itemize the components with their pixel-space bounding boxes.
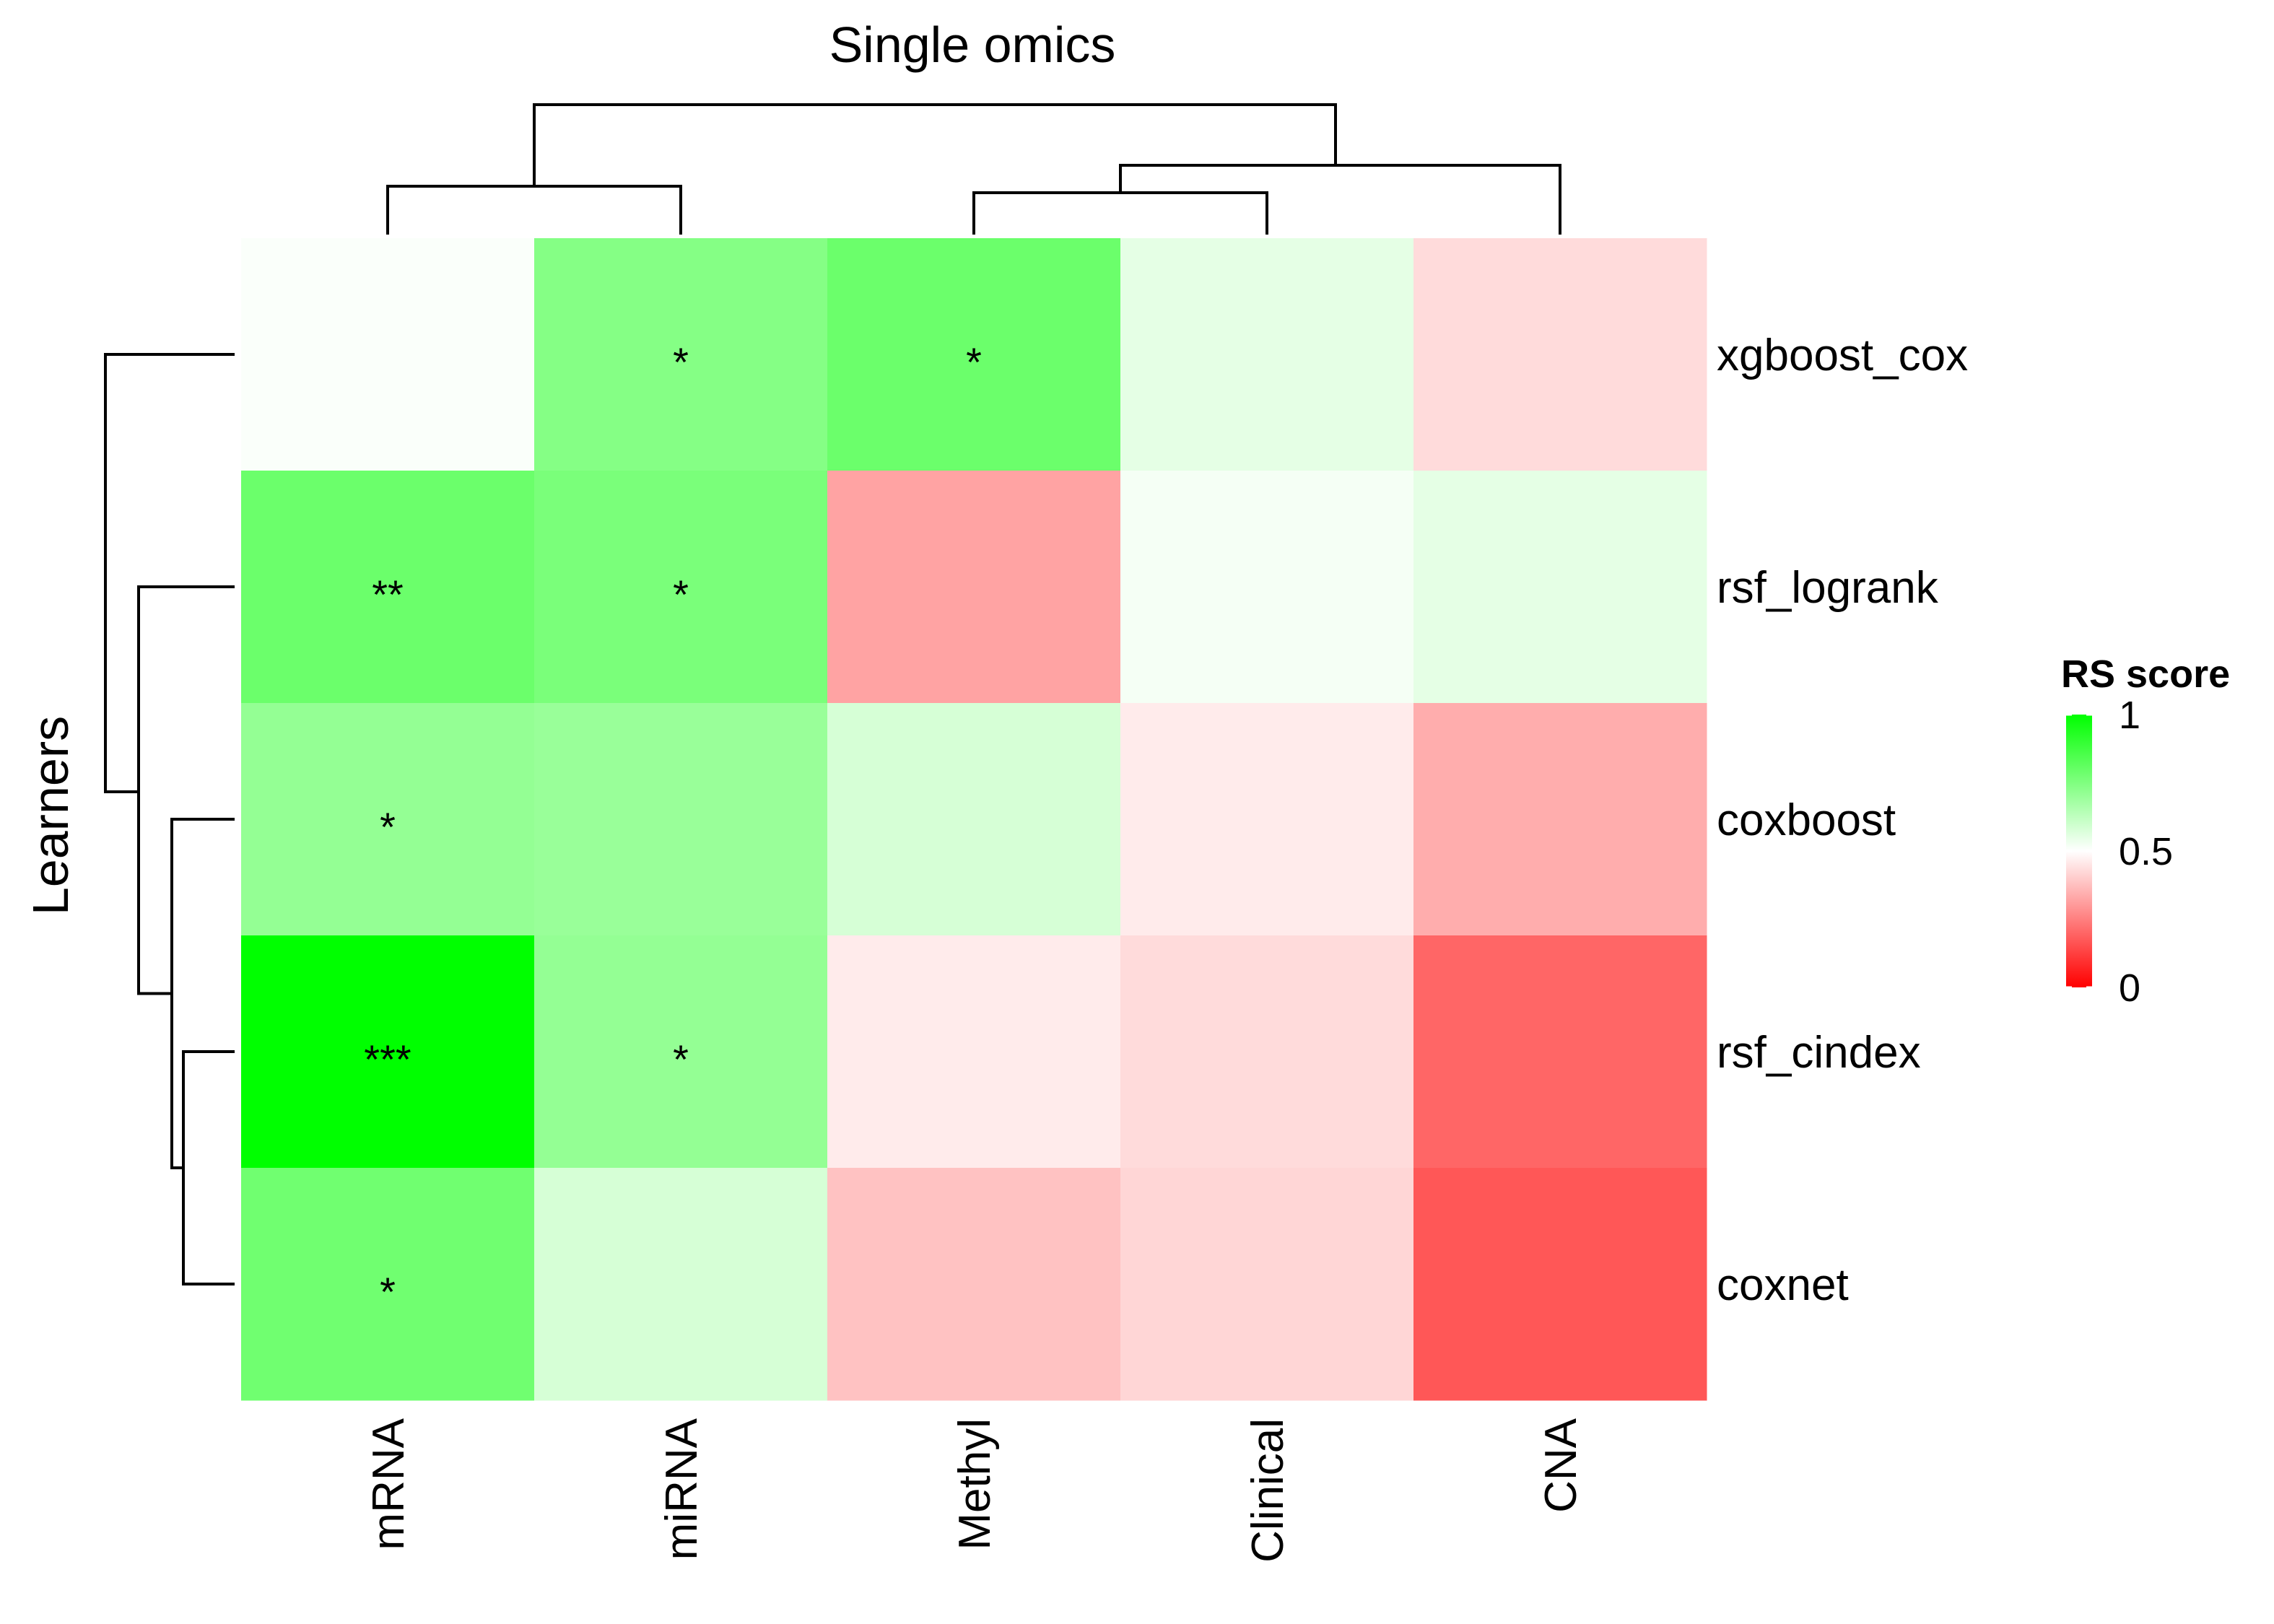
row-label: rsf_logrank [1717, 563, 1939, 613]
heatmap-cell [1120, 935, 1414, 1169]
heatmap-cell [1413, 238, 1707, 471]
heatmap-cell [241, 935, 535, 1169]
heatmap-cells: * *** ***** ** [241, 238, 1707, 1401]
significance-label: * [673, 1036, 689, 1082]
color-legend: RS score 00.51 [2061, 652, 2230, 1010]
significance-label: *** [364, 1036, 411, 1082]
column-label: Clinical [1243, 1418, 1293, 1563]
dendrogram-branch [1119, 164, 1561, 235]
significance-label: * [380, 804, 396, 850]
dendrogram-branch [170, 818, 235, 1169]
significance-label: * [673, 572, 689, 617]
legend-title: RS score [2061, 652, 2230, 696]
column-label: mRNA [364, 1418, 414, 1550]
heatmap-cell [534, 1168, 828, 1401]
row-label: xgboost_cox [1717, 331, 1968, 380]
significance-label: * [966, 339, 982, 385]
row-label: coxboost [1717, 795, 1896, 845]
column-dendrogram [386, 103, 1561, 235]
heatmap-cell [241, 238, 535, 471]
heatmap-cell [1413, 471, 1707, 704]
heatmap-cell [534, 703, 828, 936]
dendrogram-branch [182, 1050, 235, 1285]
heatmap-cell [534, 471, 828, 704]
heatmap-cell [827, 935, 1121, 1169]
row-label: rsf_cindex [1717, 1028, 1921, 1078]
dendrogram-branch [104, 353, 235, 793]
heatmap-cell [1413, 1168, 1707, 1401]
significance-label: * [673, 339, 689, 385]
heatmap-cell [1413, 935, 1707, 1169]
legend-ticks: 00.51 [2066, 694, 2173, 1010]
heatmap-cell [534, 238, 828, 471]
chart-title: Single omics [829, 17, 1116, 73]
heatmap-cell [241, 703, 535, 936]
dendrogram-branch [137, 585, 235, 995]
column-labels: mRNA miRNA Methyl Clinical CNA [364, 1418, 1586, 1562]
heatmap-cell [1120, 471, 1414, 704]
dendrogram-branch [533, 103, 1337, 186]
significance-label: * [380, 1269, 396, 1314]
column-label: CNA [1536, 1418, 1586, 1513]
dendrogram-branch [972, 191, 1268, 235]
heatmap-cell [827, 1168, 1121, 1401]
row-label: coxnet [1717, 1260, 1849, 1310]
heatmap-cell [827, 703, 1121, 936]
legend-tick-label: 1 [2119, 694, 2140, 737]
significance-label: ** [372, 572, 404, 617]
column-label: miRNA [657, 1418, 707, 1560]
heatmap-cell [1413, 703, 1707, 936]
heatmap-cell [534, 935, 828, 1169]
heatmap-cell [1120, 1168, 1414, 1401]
heatmap-cell [827, 238, 1121, 471]
legend-tick-label: 0 [2119, 966, 2140, 1010]
y-axis-label: Learners [22, 716, 79, 915]
heatmap-cell [1120, 238, 1414, 471]
row-dendrogram [104, 353, 235, 1285]
heatmap-cell [1120, 703, 1414, 936]
heatmap-cell [241, 471, 535, 704]
row-labels: xgboost_cox rsf_logrank coxboost rsf_cindex… [1717, 331, 1968, 1310]
dendrogram-branch [386, 185, 682, 235]
legend-tick-label: 0.5 [2119, 830, 2173, 873]
heatmap-cell [241, 1168, 535, 1401]
heatmap-cell [827, 471, 1121, 704]
column-label: Methyl [950, 1418, 1000, 1550]
